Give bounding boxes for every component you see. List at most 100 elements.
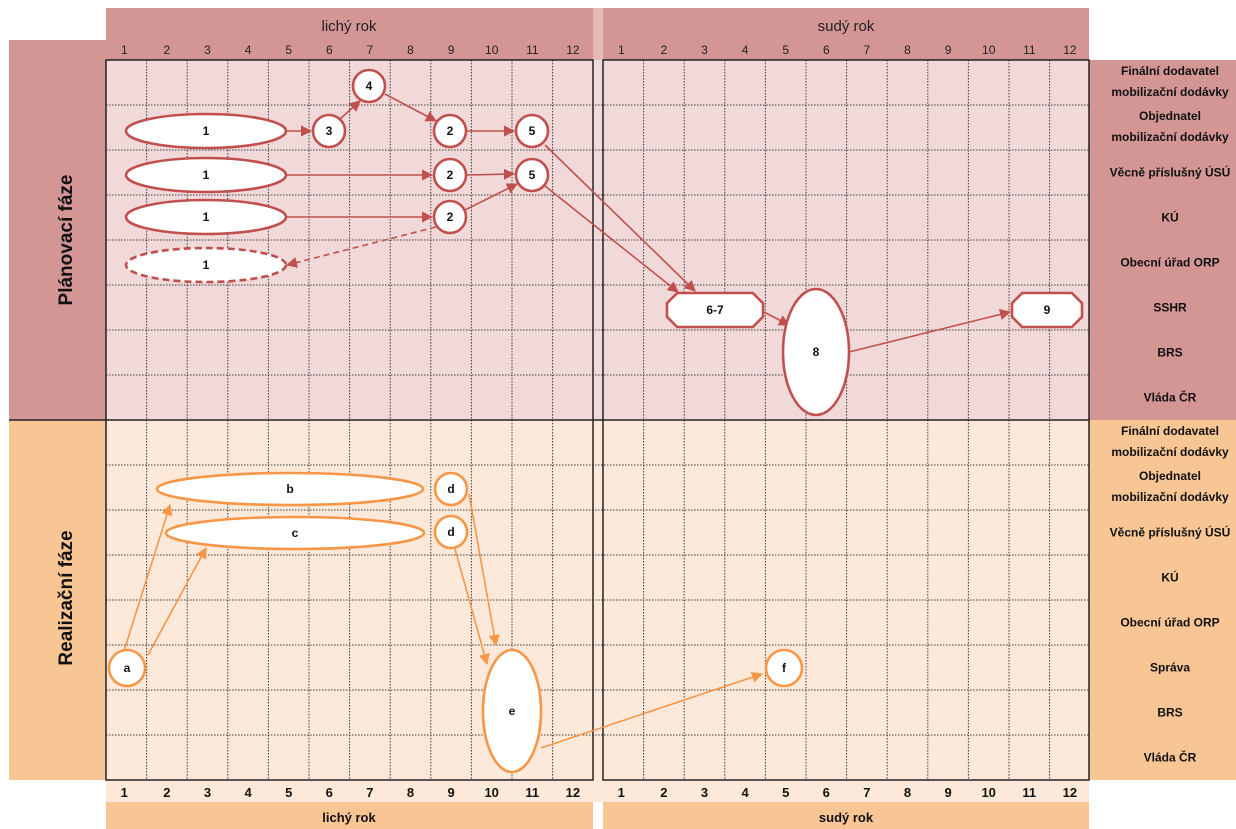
top-month-odd-3: 3 [204,43,211,57]
planning-node-label-p1c: 1 [203,210,210,224]
planning-node-label-p2b: 2 [447,168,454,182]
planning-node-label-p8: 8 [813,345,820,359]
planning-right-outline [602,59,1090,781]
top-month-odd-10: 10 [485,43,499,57]
top-month-even-10: 10 [982,43,996,57]
planning-node-p2c: 2 [432,199,468,235]
realization-ellipse-rc [164,515,426,551]
planning-node-p8: 8 [781,287,851,417]
realization-node-label-rd1: d [447,482,454,496]
planning-edge-10 [544,185,679,293]
top-month-odd-5: 5 [285,43,292,57]
planning-role-3: KÚ [1161,210,1178,225]
realization-node-rf: f [764,648,804,688]
planning-node-label-p2c: 2 [447,210,454,224]
planning-circle-p5a [514,113,550,149]
planning-node-p9: 9 [1010,291,1084,329]
top-month-even-5: 5 [782,43,789,57]
planning-role-7: Vláda ČR [1144,390,1197,405]
bottom-month-even-2: 2 [660,785,667,800]
planning-circle-p2c [432,199,468,235]
planning-circle-p2a [432,113,468,149]
bottom-month-odd-6: 6 [326,785,333,800]
planning-edge-9 [544,144,696,292]
realization-node-label-rb: b [286,482,293,496]
bottom-month-odd-2: 2 [163,785,170,800]
realization-node-re: e [481,648,543,774]
top-right-year-label: sudý rok [818,18,875,35]
bottom-month-odd-3: 3 [204,785,211,800]
top-month-odd-12: 12 [566,43,580,57]
bottom-month-band [106,780,1089,802]
realization-edge-2 [468,493,500,647]
top-month-labels: 1 2 3 4 5 6 7 8 9 10 11 12 1 2 3 4 5 6 7 8 9 10 11 12 [121,43,1077,57]
bottom-header-left-bar [106,802,593,829]
bottom-month-odd-11: 11 [525,785,539,800]
bottom-month-odd-12: 12 [566,785,580,800]
role-labels: Finální dodavatel mobilizační dodávky Obje… [1110,64,1231,765]
planning-node-p5a: 5 [514,113,550,149]
planning-roles-column [1089,60,1236,420]
planning-ellipse-p1b [124,156,288,194]
bottom-month-even-1: 1 [618,785,625,800]
bottom-right-year-label: sudý rok [819,810,874,825]
bottom-month-even-8: 8 [904,785,911,800]
planning-node-p1c: 1 [124,198,288,236]
planning-ellipse-p8 [781,287,851,417]
bottom-month-odd-5: 5 [285,785,292,800]
planning-node-p1b: 1 [124,156,288,194]
realization-circle-rd2 [433,514,469,550]
planning-phase-label: Plánovací fáze [56,175,77,306]
flow-nodes: 1 1 1 1 3 4 2 2 2 5 5 6-7 8 9 b c d d a e f [107,68,1084,774]
bottom-month-odd-7: 7 [366,785,373,800]
bottom-month-even-5: 5 [782,785,789,800]
realization-node-label-rd2: d [447,525,454,539]
top-month-odd-2: 2 [164,43,171,57]
realization-role-1-line-0: Objednatel [1139,469,1201,483]
planning-circle-p3 [311,113,347,149]
realization-node-label-ra: a [124,661,131,675]
planning-ellipse-p1c [124,198,288,236]
realization-node-rb: b [155,471,425,507]
bottom-month-even-3: 3 [701,785,708,800]
bottom-month-even-4: 4 [741,785,749,800]
bottom-month-even-10: 10 [981,785,995,800]
realization-edge-4 [540,671,764,749]
planning-node-p1d: 1 [124,246,288,284]
bottom-month-even-7: 7 [863,785,870,800]
realization-node-rd2: d [433,514,469,550]
planning-node-label-p1d: 1 [203,258,210,272]
realization-role-0-line-0: Finální dodavatel [1121,424,1219,438]
realization-role-0-line-1: mobilizační dodávky [1111,445,1229,459]
realization-circle-rf [764,648,804,688]
top-month-odd-11: 11 [526,43,539,57]
bottom-month-odd-9: 9 [447,785,454,800]
planning-circle-p5b [514,157,550,193]
realization-edge-0 [123,503,173,652]
bottom-month-even-6: 6 [823,785,830,800]
planning-node-p2a: 2 [432,113,468,149]
realization-role-6: BRS [1157,706,1182,720]
planning-node-label-p9: 9 [1044,303,1051,317]
bottom-month-labels: 1 2 3 4 5 6 7 8 9 10 11 12 1 2 3 4 5 6 7 8 9 10 11 12 [121,785,1077,800]
planning-edge-12 [848,308,1012,353]
planning-node-p3: 3 [311,113,347,149]
planning-role-5: SSHR [1153,301,1187,315]
planning-node-p2b: 2 [432,157,468,193]
top-header-gap [593,8,603,60]
planning-node-p1a: 1 [124,112,288,150]
top-month-odd-8: 8 [407,43,414,57]
planning-octagon-p67 [665,291,765,329]
bottom-left-year-label: lichý rok [322,810,376,825]
realization-roles-column [1089,420,1236,780]
planning-edge-8 [285,226,437,268]
planning-edge-1 [339,100,361,120]
planning-phase-sidebar [9,40,106,420]
planning-node-label-p5b: 5 [529,168,536,182]
top-month-even-11: 11 [1023,43,1036,57]
planning-node-label-p2a: 2 [447,124,454,138]
top-header-left-bar [106,8,593,60]
realization-role-4: Obecní úřad ORP [1120,616,1219,630]
planning-ellipse-p1d [124,246,288,284]
